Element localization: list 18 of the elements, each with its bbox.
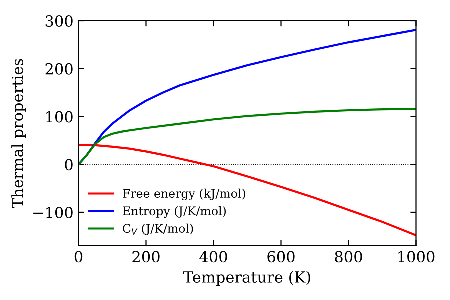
- y-axis-title: Thermal properties: [12, 59, 26, 208]
- legend-label: C$_{V}$ (J/K/mol): [123, 224, 194, 236]
- y-tick-label: 100: [46, 111, 73, 123]
- y-tick-label: 300: [46, 15, 73, 28]
- x-tick-label: 1000: [398, 251, 435, 263]
- x-tick-label: 200: [132, 251, 160, 263]
- x-axis-title: Temperature (K): [184, 271, 310, 286]
- x-tick-label: 600: [268, 251, 295, 263]
- legend-label: Free energy (kJ/mol): [123, 188, 246, 201]
- legend-label: Entropy (J/K/mol): [123, 206, 226, 218]
- y-tick-label: 200: [46, 63, 73, 75]
- y-tick-label: 0: [65, 159, 73, 171]
- y-tick-label: −100: [34, 206, 73, 219]
- x-tick-label: 0: [74, 251, 83, 263]
- x-tick-label: 400: [200, 251, 228, 263]
- line-series: [78, 144, 416, 237]
- x-tick-label: 800: [335, 251, 362, 263]
- line-series: [78, 108, 416, 166]
